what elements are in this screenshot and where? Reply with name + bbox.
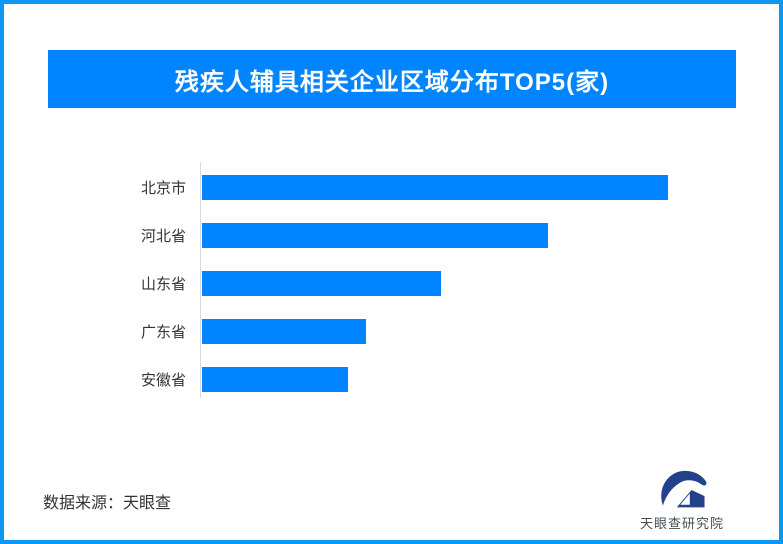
- bar-track: [202, 174, 668, 200]
- data-source-note: 数据来源：天眼查: [43, 495, 172, 512]
- category-label: 河北省: [140, 227, 186, 245]
- brand-block: 天眼查研究院: [617, 469, 747, 532]
- bar-广东省: [202, 318, 367, 344]
- bar-row: 广东省: [42, 307, 742, 355]
- chart-title: 残疾人辅具相关企业区域分布TOP5(家): [174, 68, 610, 96]
- category-label: 山东省: [140, 275, 186, 293]
- bar-row: 山东省: [42, 259, 742, 307]
- tianyancha-logo-icon: [661, 470, 707, 508]
- category-label: 安徽省: [140, 371, 186, 389]
- bar-chart: 北京市河北省山东省广东省安徽省: [42, 163, 742, 403]
- bar-河北省: [202, 222, 548, 248]
- bar-track: [202, 366, 668, 392]
- bar-row: 河北省: [42, 211, 742, 259]
- bar-track: [202, 222, 668, 248]
- category-label: 北京市: [140, 179, 186, 197]
- y-axis-line: [200, 162, 201, 398]
- title-banner: 残疾人辅具相关企业区域分布TOP5(家): [48, 50, 736, 108]
- bar-山东省: [202, 270, 442, 296]
- bar-row: 北京市: [42, 163, 742, 211]
- bar-北京市: [202, 174, 668, 200]
- bar-track: [202, 270, 668, 296]
- category-label: 广东省: [140, 323, 186, 341]
- brand-name: 天眼查研究院: [639, 516, 724, 531]
- bar-track: [202, 318, 668, 344]
- bar-row: 安徽省: [42, 355, 742, 403]
- bar-安徽省: [202, 366, 348, 392]
